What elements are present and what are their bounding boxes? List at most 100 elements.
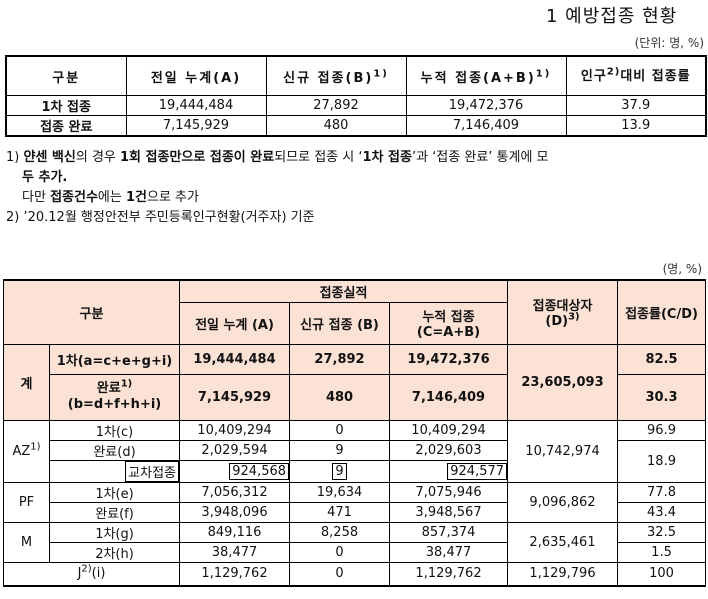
cell-cumulative: 7,075,946 [389,481,509,503]
row-label: 교차접종 [48,459,181,483]
cell-cumulative: 19,472,376 [389,343,509,375]
cell-rate: 37.9 [565,95,707,116]
footnote-1: 1) 얀센 백신의 경우 1회 접종만으로 접종이 완료되므로 접종 시 ‘1차… [6,150,549,165]
row-label: 완료(d) [48,439,181,461]
table-row: 완료(d) 2,029,594 9 2,029,603 18.9 [4,439,707,483]
cell-cumulative: 7,146,409 [389,373,509,421]
row-label: 1차(g) [48,521,181,543]
table-row: PF 1차(e) 7,056,312 19,634 7,075,946 9,09… [3,481,707,523]
cell-cumulative: 924,577 [389,459,509,483]
row-label: 완료1) (b=d+f+h+i) [48,373,181,421]
row-label: 1차(a=c+e+g+i) [48,343,181,375]
cell-cumulative: 38,477 [389,541,509,563]
summary-table: 구분 전일 누계(A) 신규 접종(B)1) 누적 접종(A+B)1) 인구2)… [5,55,707,137]
header-rate: 접종률(C/D) [617,279,707,345]
cell-rate: 30.3 [617,373,707,421]
footnote-1-extra: 다만 접종건수에는 1건으로 추가 [22,190,199,205]
cell-new: 9 [289,459,391,483]
cell-new: 8,258 [289,521,391,543]
row-label: 1차(e) [48,481,181,503]
header-category: 구분 [5,55,127,96]
cell-new: 471 [289,501,391,523]
cell-new: 27,892 [265,95,407,116]
summary-header-row: 구분 전일 누계(A) 신규 접종(B)1) 누적 접종(A+B)1) 인구2)… [5,55,707,96]
row-label: 접종 완료 [5,115,127,137]
cell-target: 10,742,974 [507,419,619,483]
row-label: 1차 접종 [5,95,127,116]
cell-cumulative: 7,146,409 [405,115,567,137]
detail-table: 구분 접종실적 접종대상자 (D)3) 접종률(C/D) 전일 누계 (A) 신규… [2,279,707,587]
cell-rate: 77.8 [617,481,707,503]
cell-target: 23,605,093 [507,343,619,421]
row-label: 1차(c) [48,419,181,441]
cell-prev-total: 2,029,594 [179,439,291,461]
cell-new: 480 [265,115,407,137]
cell-prev-total: 7,145,929 [125,115,267,137]
page-title: 1 예방접종 현황 [546,6,678,27]
footnote-1-cont: 두 추가. [22,170,68,185]
cell-cumulative: 2,029,603 [389,439,509,461]
cell-new: 0 [289,419,391,441]
cell-target: 9,096,862 [507,481,619,523]
footnotes: 1) 얀센 백신의 경우 1회 접종만으로 접종이 완료되므로 접종 시 ‘1차… [6,148,706,228]
row-label: 2차(h) [48,541,181,563]
cell-rate: 96.9 [617,419,707,441]
cell-prev-total: 7,145,929 [179,373,291,421]
unit-label-summary: (단위: 명, %) [634,36,704,50]
footnote-2: 2) ’20.12월 행정안전부 주민등록인구현황(거주자) 기준 [6,210,315,225]
cell-prev-total: 19,444,484 [125,95,267,116]
cell-prev-total: 3,948,096 [179,501,291,523]
header-rate: 인구2)대비 접종률 [565,55,707,96]
cell-prev-total: 849,116 [179,521,291,543]
table-row: 접종 완료 7,145,929 480 7,146,409 13.9 [5,115,707,137]
cell-cumulative: 3,948,567 [389,501,509,523]
cell-cumulative: 19,472,376 [405,95,567,116]
cell-new: 0 [289,541,391,563]
table-row: J2)(i) 1,129,762 0 1,129,762 1,129,796 1… [2,561,707,587]
cell-new: 9 [289,439,391,461]
header-prev-total: 전일 누계(A) [125,55,267,96]
cell-prev-total: 1,129,762 [179,561,291,587]
cell-cumulative: 857,374 [389,521,509,543]
cell-prev-total: 19,444,484 [179,343,291,375]
cell-rate: 100 [617,561,707,587]
table-row: M 1차(g) 849,116 8,258 857,374 2,635,461 … [3,521,707,563]
cell-cumulative: 1,129,762 [389,561,509,587]
header-new: 신규 접종(B)1) [265,55,407,96]
header-performance: 접종실적 [179,279,509,303]
header-cumulative: 누적 접종(A+B)1) [405,55,567,96]
cell-new: 0 [289,561,391,587]
header-new: 신규 접종 (B) [289,301,391,345]
vaccine-label-m: M [3,521,50,563]
table-row: 1차 접종 19,444,484 27,892 19,472,376 37.9 [5,95,707,116]
cell-rate: 32.5 [617,521,707,543]
vaccine-label-az: AZ1) [3,419,50,483]
row-label: 완료(f) [48,501,181,523]
vaccine-label-pf: PF [3,481,50,523]
cell-target: 2,635,461 [507,521,619,563]
cell-cumulative: 10,409,294 [389,419,509,441]
cell-new: 480 [289,373,391,421]
table-row: AZ1) 1차(c) 10,409,294 0 10,409,294 10,74… [3,419,707,483]
cell-rate: 1.5 [617,541,707,563]
table-row: 완료(f) 3,948,096 471 3,948,567 43.4 [4,501,707,523]
header-cumulative: 누적 접종 (C=A+B) [389,301,509,345]
cell-new: 27,892 [289,343,391,375]
table-row: 계 1차(a=c+e+g+i) 19,444,484 27,892 19,472… [3,343,707,421]
cell-rate: 13.9 [565,115,707,137]
cell-rate: 43.4 [617,501,707,523]
cell-rate: 18.9 [617,439,707,483]
table-row: 교차접종 924,568 9 924,577 [4,459,706,483]
cell-prev-total: 10,409,294 [179,419,291,441]
unit-label-detail: (명, %) [662,262,702,276]
cell-new: 19,634 [289,481,391,503]
vaccine-label-j: J2)(i) [2,561,181,587]
total-label: 계 [3,343,50,421]
cell-prev-total: 924,568 [179,459,291,483]
cell-target: 1,129,796 [507,561,619,587]
header-category: 구분 [2,279,181,345]
cell-rate: 82.5 [617,343,707,375]
cell-prev-total: 7,056,312 [179,481,291,503]
table-row: 2차(h) 38,477 0 38,477 1.5 [4,541,707,563]
cell-prev-total: 38,477 [179,541,291,563]
